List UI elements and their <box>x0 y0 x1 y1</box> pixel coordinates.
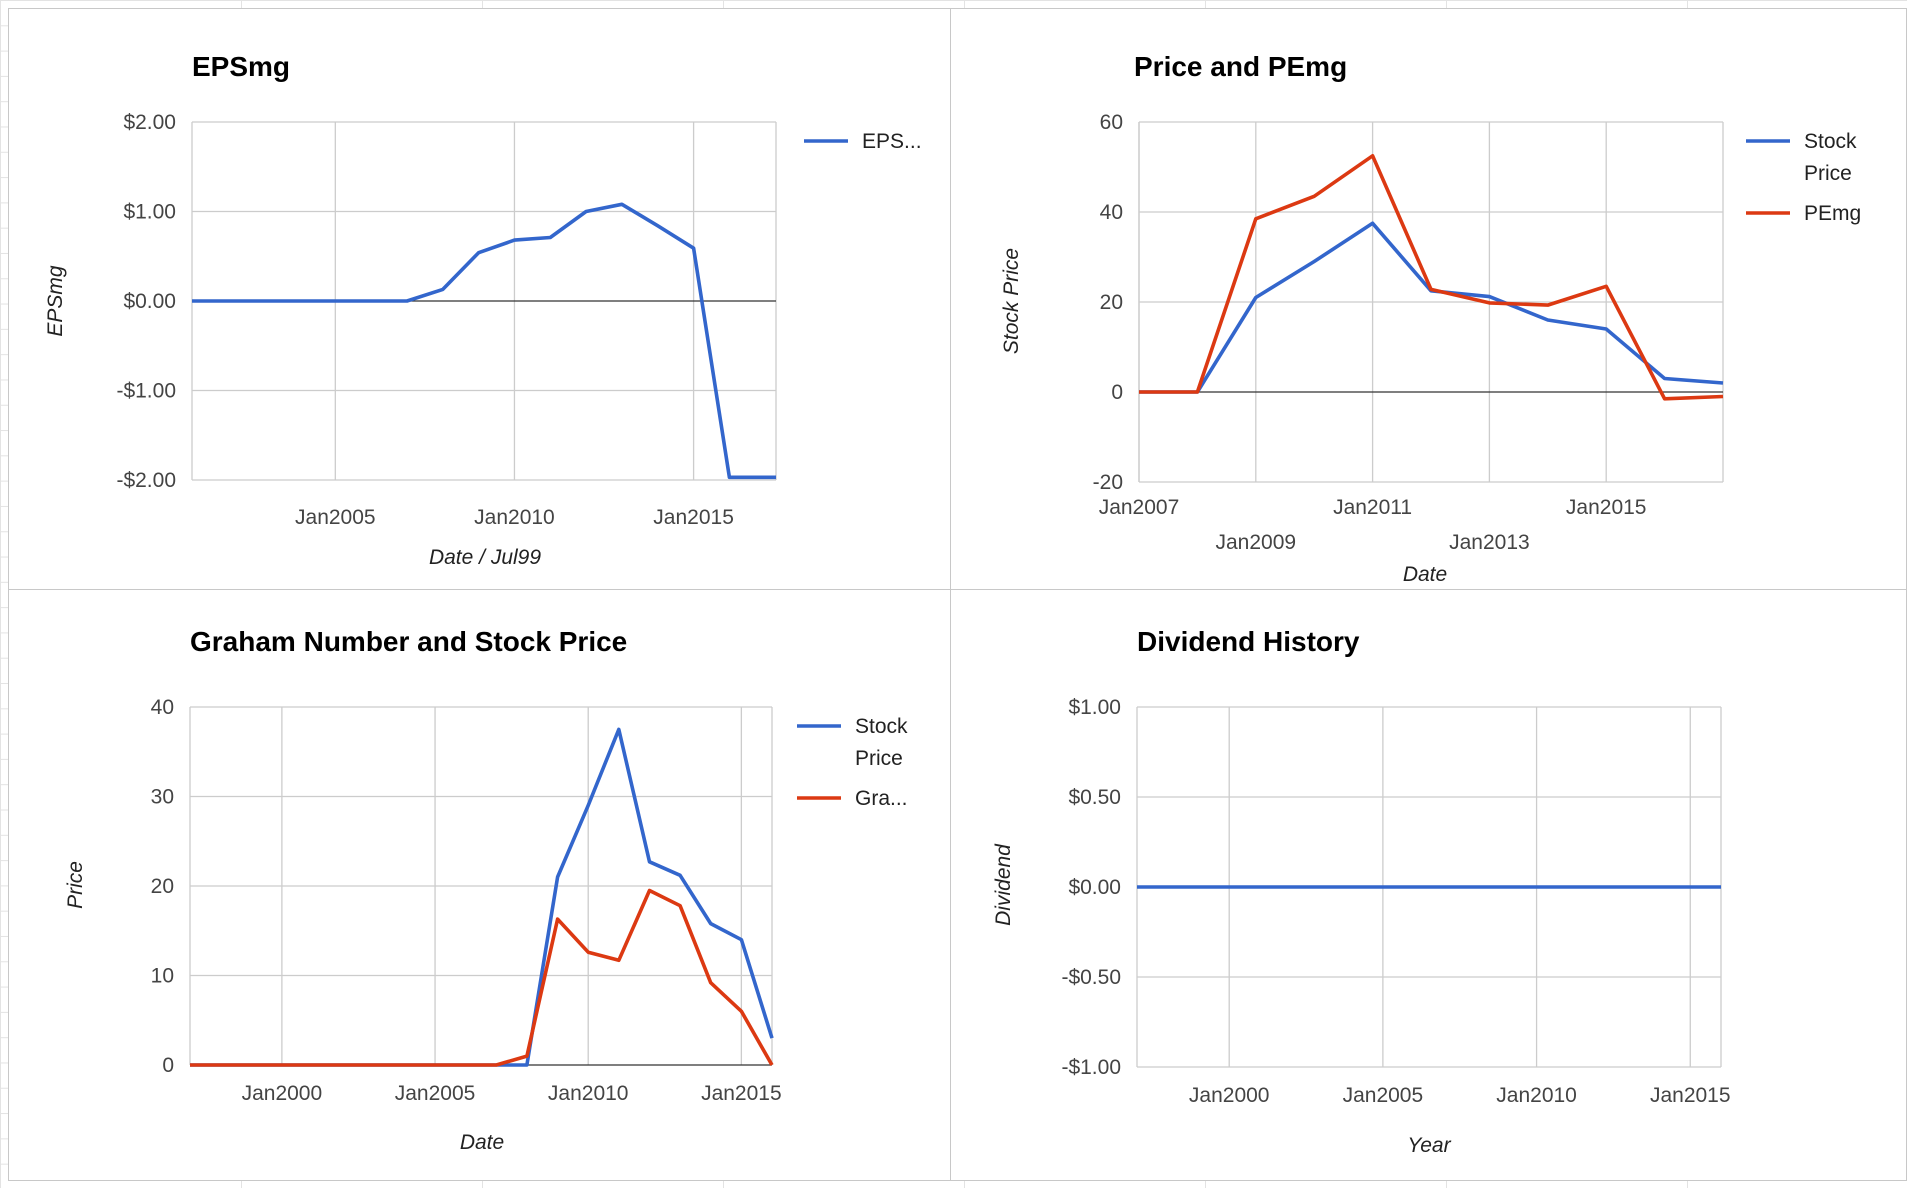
x-tick-labels: Jan2005 Jan2010 Jan2015 <box>295 506 734 529</box>
y-tick-label: $2.00 <box>123 111 176 134</box>
y-tick-label: 40 <box>151 696 174 719</box>
y-tick-label: 60 <box>1100 111 1123 134</box>
y-tick-label: 30 <box>151 786 174 809</box>
x-tick-label: Jan2005 <box>295 506 376 529</box>
y-tick-label: 10 <box>151 965 174 988</box>
x-tick-label: Jan2015 <box>701 1082 782 1105</box>
x-tick-label: Jan2015 <box>1650 1084 1731 1107</box>
x-axis-label: Date / Jul99 <box>429 546 541 569</box>
y-axis-label: Stock Price <box>1000 248 1023 354</box>
y-tick-labels: 40 30 20 10 0 <box>151 696 174 1077</box>
y-tick-label: $1.00 <box>123 201 176 224</box>
y-tick-label: 0 <box>162 1054 174 1077</box>
x-tick-label: Jan2007 <box>1099 496 1180 519</box>
legend[interactable]: EPS... <box>804 130 922 153</box>
chart-panel-epsmg[interactable]: EPSmg $2.00 $1.00 $0.00 -$1.00 -$2.00 Jan200… <box>8 8 952 591</box>
y-tick-label: $0.50 <box>1068 786 1121 809</box>
grid-lines <box>1138 121 1724 483</box>
chart-svg-epsmg: EPSmg $2.00 $1.00 $0.00 -$1.00 -$2.00 Jan200… <box>44 51 922 569</box>
x-tick-labels: Jan2000 Jan2005 Jan2010 Jan2015 <box>242 1082 782 1105</box>
series-line-1 <box>1139 154 1724 401</box>
x-axis-label: Year <box>1407 1134 1451 1157</box>
chart-title: Graham Number and Stock Price <box>190 626 627 657</box>
legend-label[interactable]: Gra... <box>855 787 908 810</box>
chart-panel-dividend[interactable]: Dividend History $1.00 $0.50 $0.00 -$0.50 -$… <box>950 589 1907 1181</box>
series-line-0 <box>192 202 776 480</box>
series-line-0 <box>190 727 774 1067</box>
legend[interactable]: Stock Price Gra... <box>797 715 908 810</box>
x-tick-label: Jan2005 <box>1343 1084 1424 1107</box>
x-tick-label: Jan2005 <box>395 1082 476 1105</box>
x-tick-labels: Jan2007 Jan2009 Jan2011 Jan2013 Jan2015 <box>1099 496 1647 554</box>
series-lines <box>192 202 776 480</box>
legend-label[interactable]: EPS... <box>862 130 922 153</box>
y-axis-label: Dividend <box>992 843 1015 926</box>
chart-title: EPSmg <box>192 51 290 82</box>
legend-label[interactable]: Stock Price <box>1804 130 1857 185</box>
legend-label[interactable]: Stock Price <box>855 715 908 770</box>
x-axis-label: Date <box>1403 563 1447 586</box>
x-axis-label: Date <box>460 1131 504 1154</box>
chart-panel-graham[interactable]: Graham Number and Stock Price 40 30 20 10 0 … <box>8 589 952 1181</box>
y-tick-labels: $1.00 $0.50 $0.00 -$0.50 -$1.00 <box>1061 696 1121 1079</box>
x-tick-label: Jan2010 <box>474 506 555 529</box>
x-tick-label: Jan2009 <box>1216 531 1297 554</box>
y-tick-labels: $2.00 $1.00 $0.00 -$1.00 -$2.00 <box>116 111 176 492</box>
y-tick-label: 20 <box>151 875 174 898</box>
y-tick-label: 40 <box>1100 201 1123 224</box>
grid-lines <box>189 706 773 1066</box>
y-tick-label: 20 <box>1100 291 1123 314</box>
series-lines <box>1139 154 1724 401</box>
legend[interactable]: Stock Price PEmg <box>1746 130 1861 225</box>
y-tick-labels: 60 40 20 0 -20 <box>1093 111 1123 494</box>
x-tick-label: Jan2011 <box>1333 496 1412 519</box>
y-axis-label: Price <box>64 861 87 909</box>
chart-title: Dividend History <box>1137 626 1360 657</box>
legend-label[interactable]: PEmg <box>1804 202 1861 225</box>
y-tick-label: -$2.00 <box>116 469 176 492</box>
x-tick-label: Jan2015 <box>1566 496 1647 519</box>
x-tick-label: Jan2015 <box>653 506 734 529</box>
y-tick-label: $0.00 <box>1068 876 1121 899</box>
y-axis-label: EPSmg <box>44 265 67 337</box>
chart-title: Price and PEmg <box>1134 51 1347 82</box>
x-tick-label: Jan2013 <box>1449 531 1530 554</box>
x-tick-labels: Jan2000 Jan2005 Jan2010 Jan2015 <box>1189 1084 1731 1107</box>
y-tick-label: -$0.50 <box>1061 966 1121 989</box>
y-tick-label: -20 <box>1093 471 1123 494</box>
chart-svg-price-pemg: Price and PEmg 60 40 20 0 -20 Jan2007 Jan2009… <box>1000 51 1861 586</box>
y-tick-label: -$1.00 <box>116 380 176 403</box>
chart-panel-price-pemg[interactable]: Price and PEmg 60 40 20 0 -20 Jan2007 Jan2009… <box>950 8 1907 591</box>
y-tick-label: $1.00 <box>1068 696 1121 719</box>
chart-svg-dividend: Dividend History $1.00 $0.50 $0.00 -$0.50 -$… <box>992 626 1731 1157</box>
x-tick-label: Jan2010 <box>548 1082 629 1105</box>
x-tick-label: Jan2000 <box>242 1082 323 1105</box>
x-tick-label: Jan2010 <box>1496 1084 1577 1107</box>
series-lines <box>190 727 774 1067</box>
y-tick-label: -$1.00 <box>1061 1056 1121 1079</box>
chart-svg-graham: Graham Number and Stock Price 403020100 … <box>64 626 908 1154</box>
y-tick-label: $0.00 <box>123 290 176 313</box>
series-line-1 <box>190 888 774 1067</box>
y-tick-label: 0 <box>1111 381 1123 404</box>
x-tick-label: Jan2000 <box>1189 1084 1270 1107</box>
